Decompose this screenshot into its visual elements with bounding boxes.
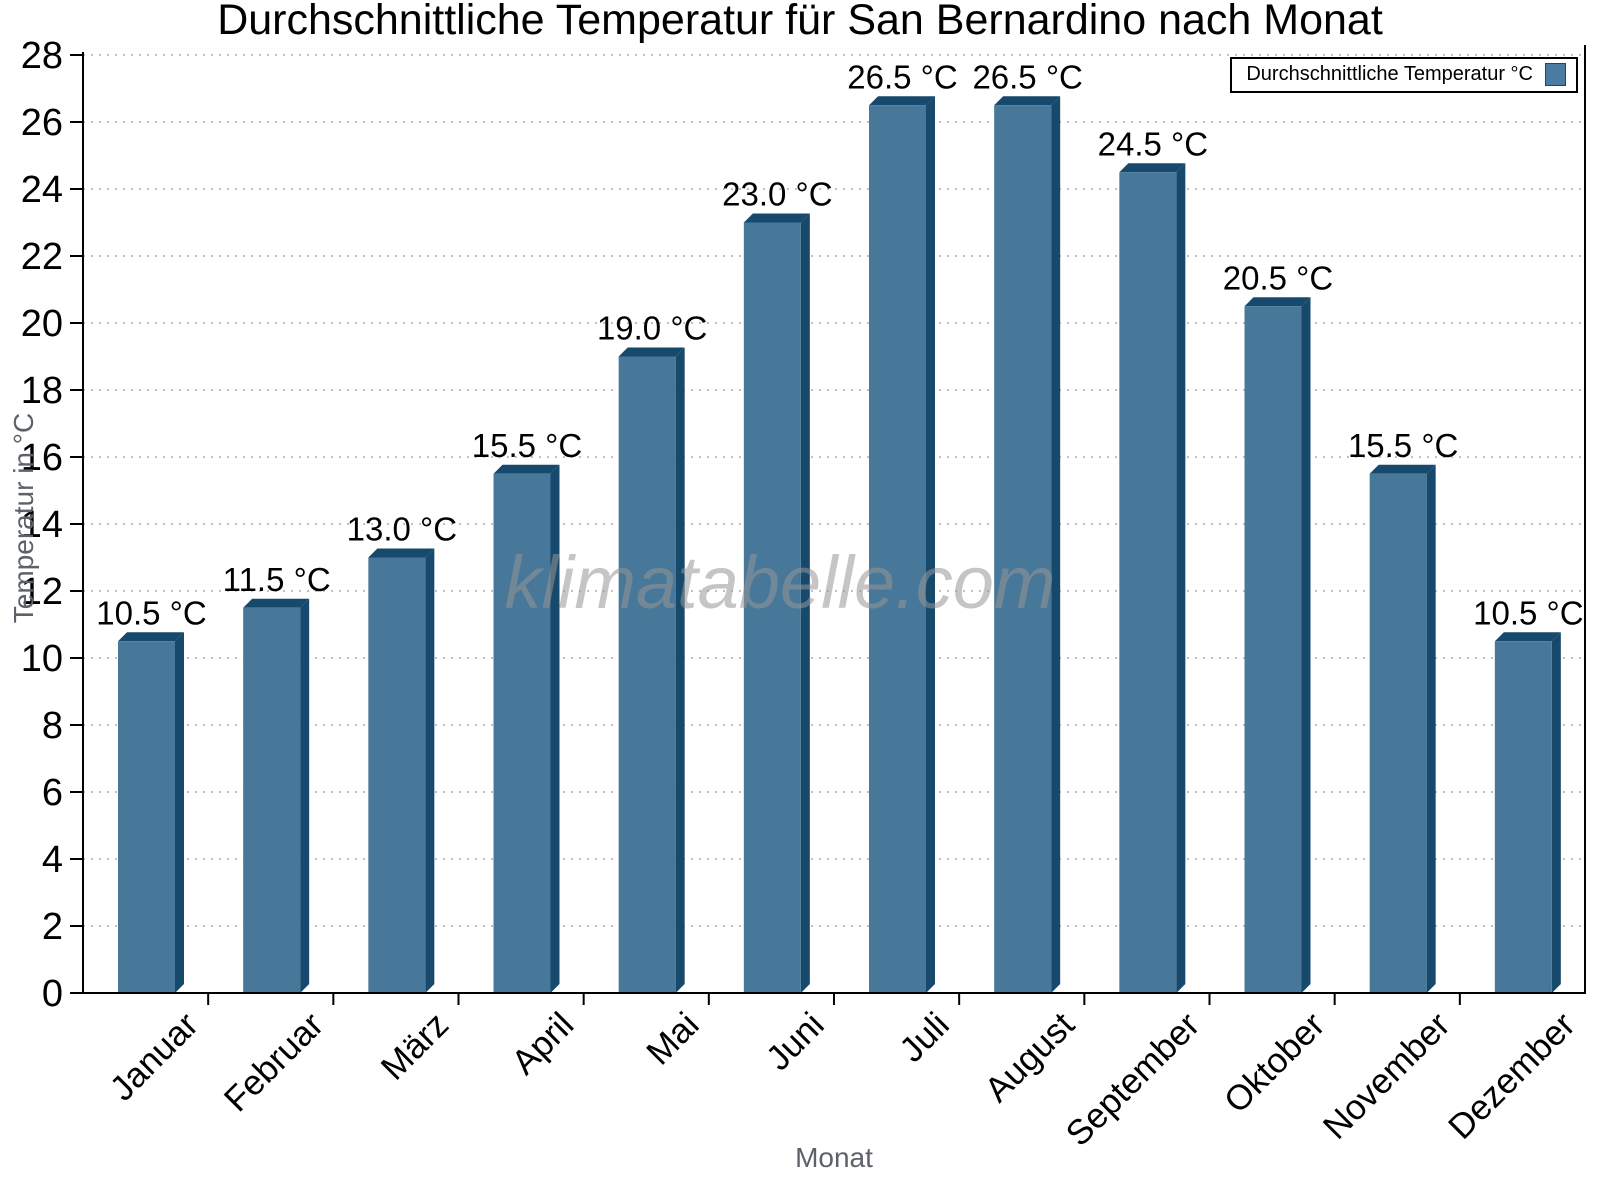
legend-label: Durchschnittliche Temperatur °C — [1246, 63, 1533, 85]
y-axis-title: Temperatur in °C — [8, 412, 39, 624]
bar-side — [425, 548, 435, 993]
value-label: 24.5 °C — [1098, 125, 1208, 162]
y-tick-label: 14 — [21, 504, 63, 546]
bar-top — [118, 632, 184, 642]
value-label: 13.0 °C — [347, 511, 457, 548]
bar-top — [743, 213, 810, 223]
value-label: 20.5 °C — [1223, 259, 1333, 296]
bar-side — [1426, 464, 1436, 993]
bar — [243, 607, 301, 993]
bar-top — [1244, 297, 1311, 307]
bar-top — [994, 96, 1061, 106]
x-tick-label: September — [1059, 1005, 1208, 1154]
bar — [1494, 641, 1552, 993]
y-tick-label: 12 — [21, 571, 63, 613]
bar — [1119, 172, 1177, 993]
y-tick-label: 22 — [21, 236, 63, 278]
value-label: 11.5 °C — [223, 561, 331, 598]
bar — [869, 105, 926, 993]
bar-top — [493, 464, 560, 474]
x-tick-label: Juni — [759, 1005, 832, 1078]
y-tick-label: 28 — [21, 35, 63, 77]
bar-side — [1051, 96, 1061, 993]
bar-top — [869, 96, 935, 106]
bar — [1244, 306, 1302, 993]
y-tick-label: 4 — [42, 839, 63, 881]
bar — [743, 222, 801, 993]
x-tick-label: April — [504, 1005, 581, 1082]
y-tick-label: 24 — [21, 169, 63, 211]
y-tick-label: 10 — [21, 638, 63, 680]
bar — [118, 641, 175, 993]
x-tick-label: November — [1316, 1005, 1458, 1147]
y-tick-label: 0 — [42, 973, 63, 1015]
bar-top — [368, 548, 435, 558]
chart-title: Durchschnittliche Temperatur für San Ber… — [217, 0, 1383, 44]
value-label: 26.5 °C — [972, 58, 1082, 95]
bar-side — [550, 464, 560, 993]
y-tick-label: 16 — [21, 437, 63, 479]
bar-top — [1369, 464, 1436, 474]
bar-side — [926, 96, 935, 993]
y-tick-label: 20 — [21, 303, 63, 345]
bar-side — [300, 598, 310, 993]
bar-top — [1119, 163, 1186, 173]
value-label: 23.0 °C — [722, 176, 832, 213]
x-axis-title: Monat — [795, 1142, 873, 1173]
bar-side — [1176, 163, 1186, 993]
legend-swatch — [1545, 63, 1566, 86]
value-label: 15.5 °C — [472, 427, 582, 464]
bar-side — [1551, 632, 1561, 993]
bar — [618, 356, 676, 993]
x-tick-label: Mai — [639, 1005, 706, 1072]
y-tick-label: 2 — [42, 906, 63, 948]
value-label: 10.5 °C — [96, 594, 206, 631]
bar-top — [618, 347, 685, 357]
bar-top — [243, 598, 310, 608]
x-tick-label: Januar — [103, 1005, 206, 1108]
bar-side — [1301, 297, 1311, 993]
x-tick-label: Oktober — [1217, 1005, 1333, 1121]
x-tick-label: Juli — [892, 1005, 957, 1070]
x-tick-label: März — [374, 1005, 457, 1088]
bar — [368, 557, 426, 993]
bar — [994, 105, 1052, 993]
y-tick-label: 8 — [42, 705, 63, 747]
x-tick-label: August — [977, 1005, 1082, 1110]
bar-side — [675, 347, 685, 993]
y-tick-label: 6 — [42, 772, 63, 814]
x-tick-label: Februar — [217, 1005, 331, 1119]
legend: Durchschnittliche Temperatur °C — [1230, 57, 1578, 93]
bar-side — [175, 632, 184, 993]
bar-top — [1494, 632, 1561, 642]
value-label: 26.5 °C — [847, 58, 957, 95]
value-label: 19.0 °C — [597, 310, 707, 347]
y-tick-label: 18 — [21, 370, 63, 412]
y-tick-label: 26 — [21, 102, 63, 144]
bar — [493, 473, 551, 993]
bar — [1369, 473, 1427, 993]
value-label: 15.5 °C — [1348, 427, 1458, 464]
x-tick-label: Dezember — [1441, 1005, 1583, 1147]
bar-side — [800, 213, 810, 993]
value-label: 10.5 °C — [1473, 594, 1583, 631]
